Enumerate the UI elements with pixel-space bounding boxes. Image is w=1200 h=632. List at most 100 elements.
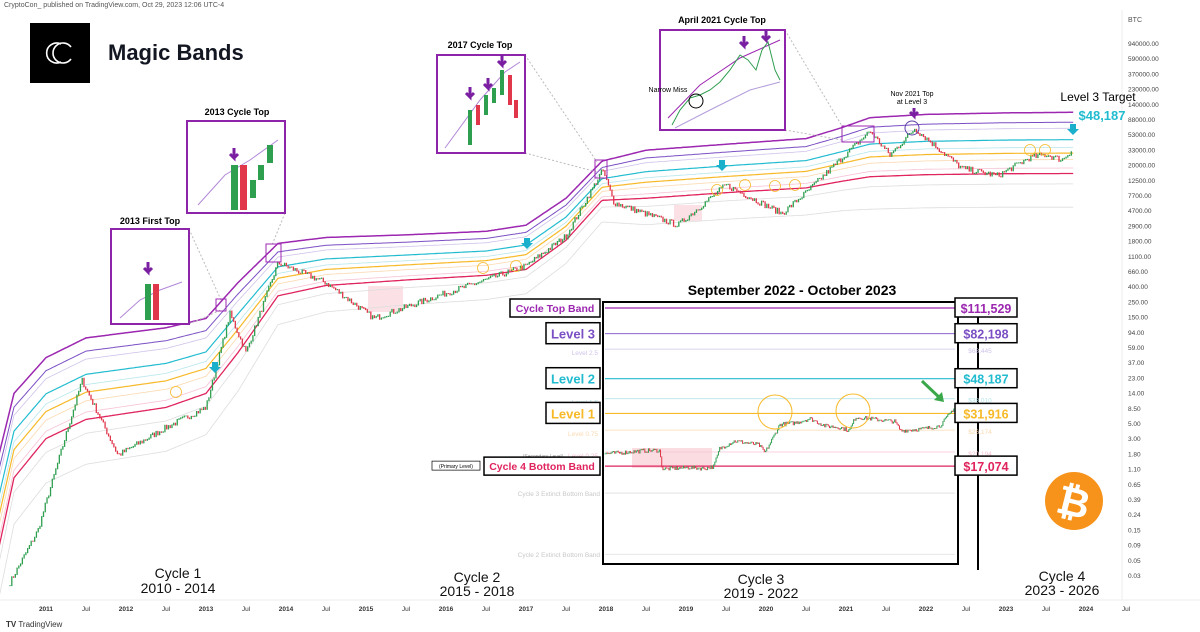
inset-price-candle	[860, 417, 862, 420]
inset-price-candle	[651, 450, 653, 452]
inset-price-candle	[827, 424, 829, 427]
price-candle	[618, 202, 620, 207]
price-candle	[951, 156, 953, 159]
price-candle	[276, 261, 279, 269]
price-candle	[644, 210, 647, 217]
band-label: Cycle 2 Extinct Bottom Band	[518, 552, 601, 559]
cycle-4-name: Cycle 4	[1039, 568, 1086, 584]
inset-price-candle	[862, 418, 864, 421]
price-candle	[546, 251, 548, 253]
price-candle	[787, 206, 789, 213]
price-candle	[683, 218, 685, 222]
inset-price-candle	[897, 423, 899, 427]
price-candle	[301, 269, 303, 274]
y-tick-label: 20000.00	[1128, 163, 1155, 170]
inset-price-candle	[622, 452, 624, 455]
price-candle	[690, 213, 692, 217]
price-candle	[428, 300, 430, 303]
inset-price-candle	[940, 426, 942, 428]
price-candle	[734, 186, 736, 190]
leader-line	[188, 309, 222, 325]
band-level-1	[0, 152, 1074, 515]
price-candle	[477, 282, 479, 285]
inset-price-candle	[763, 449, 765, 453]
price-candle	[628, 205, 631, 208]
candle	[267, 145, 273, 163]
price-candle	[259, 310, 261, 318]
inset-price-candle	[658, 449, 660, 453]
price-candle	[845, 156, 847, 159]
band-label: Level 2.5	[572, 350, 599, 357]
inset-price-candle	[812, 417, 814, 422]
annotation-2013-first-top: 2013 First Top	[110, 216, 190, 325]
price-candle	[32, 540, 34, 542]
target-label: Level 3 Target	[1060, 90, 1136, 104]
inset-price-candle	[933, 428, 935, 430]
price-candle	[980, 169, 983, 172]
band-top-band	[0, 111, 1074, 454]
price-candle	[136, 441, 138, 445]
price-candle	[12, 576, 15, 578]
inset-price-candle	[627, 452, 629, 455]
y-tick-label: 0.39	[1128, 497, 1141, 504]
band-value: $38,010	[968, 398, 992, 405]
price-candle	[797, 198, 800, 203]
inset-price-candle	[760, 444, 762, 447]
price-candle	[838, 158, 840, 162]
price-candle	[412, 304, 414, 307]
price-candle	[1010, 167, 1013, 172]
price-candle	[268, 285, 270, 292]
x-tick-label: 2012	[119, 606, 134, 613]
price-candle	[855, 141, 858, 144]
inset-price-candle	[906, 429, 908, 433]
band-level-0-75	[0, 159, 1074, 524]
price-candle	[1016, 162, 1018, 164]
price-candle	[481, 280, 483, 283]
inset-price-candle	[687, 466, 689, 470]
inset-price-candle	[766, 447, 768, 452]
arrow-down-icon	[716, 160, 728, 171]
price-candle	[502, 271, 504, 276]
price-candle	[1023, 159, 1025, 165]
y-tick-label: 12500.00	[1128, 178, 1155, 185]
price-candle	[440, 294, 442, 296]
price-candle	[350, 298, 353, 304]
y-tick-label: 23.00	[1128, 375, 1145, 382]
inset-price-candle	[900, 428, 902, 431]
price-candle	[310, 272, 312, 279]
price-candle	[706, 200, 708, 203]
inset-price-candle	[909, 429, 911, 431]
y-tick-label: 250.00	[1128, 299, 1148, 306]
inset-price-candle	[609, 452, 611, 455]
price-candle	[699, 209, 701, 211]
price-candle	[732, 186, 735, 192]
price-candle	[525, 263, 527, 265]
price-candle	[28, 545, 31, 550]
inset-price-candle	[836, 427, 838, 429]
band-label: Cycle Top Band	[516, 303, 595, 315]
price-candle	[421, 298, 423, 305]
inset-price-candle	[947, 414, 949, 418]
band-label-box	[483, 456, 601, 476]
price-candle	[206, 400, 208, 410]
price-candle	[574, 217, 576, 223]
inset-price-candle	[849, 428, 851, 431]
y-tick-label: 400.00	[1128, 284, 1148, 291]
inset-price-candle	[813, 420, 815, 422]
price-candle	[21, 557, 24, 565]
price-candle	[672, 219, 675, 227]
price-candle	[167, 425, 170, 430]
x-tick-label: 2019	[679, 606, 694, 613]
price-candle	[914, 128, 916, 133]
inset-price-candle	[792, 421, 794, 426]
resistance-circle	[711, 184, 723, 196]
inset-price-candle	[757, 442, 759, 444]
inset-price-candle	[667, 467, 669, 469]
price-candle	[635, 208, 638, 214]
inset-price-candle	[790, 421, 792, 423]
y-tick-label: 1.10	[1128, 467, 1141, 474]
price-candle	[178, 418, 180, 420]
price-candle	[489, 275, 492, 279]
price-candle	[558, 238, 560, 242]
